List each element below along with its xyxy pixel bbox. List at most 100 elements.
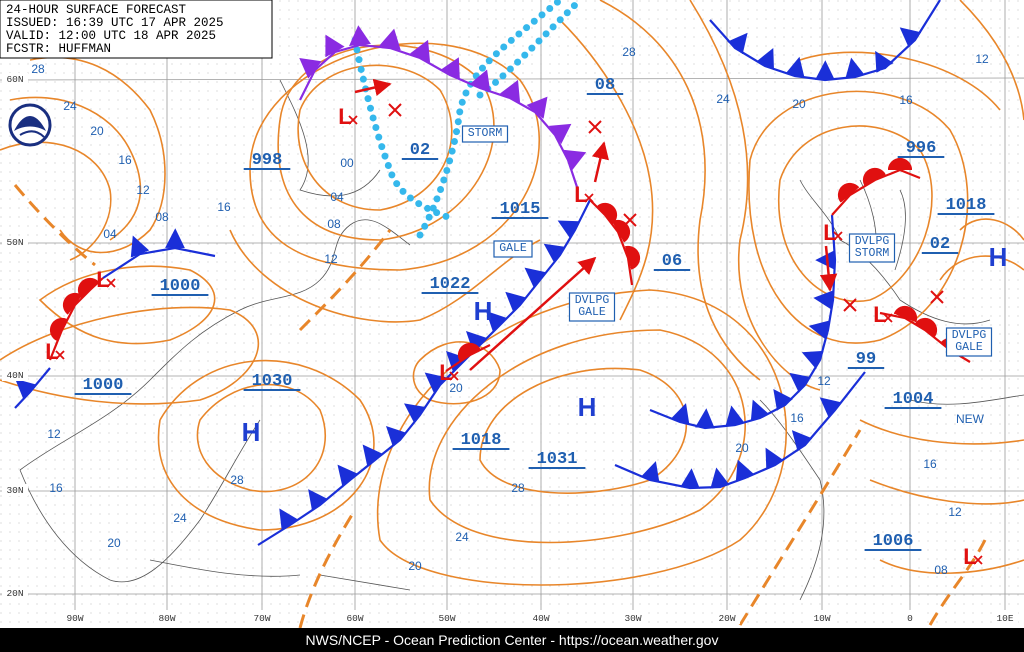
isobar-label: 20 (107, 536, 121, 550)
longitude-label: 10E (996, 613, 1013, 624)
warning-box (493, 240, 533, 258)
noaa-logo (8, 103, 52, 147)
isobar-label: 12 (948, 505, 962, 519)
lon-label-bg (434, 612, 460, 624)
low-x (55, 350, 65, 360)
longitude-label: 30W (624, 613, 641, 624)
footer-credit: NWS/NCEP - Ocean Prediction Center - htt… (306, 632, 719, 648)
pressure-label: 1022 (430, 275, 471, 294)
fronts (14, 0, 971, 546)
pressure-label: 1000 (83, 376, 124, 395)
lon-label-bg (809, 612, 835, 624)
isobar-label: 28 (230, 473, 244, 487)
latitude-label: 50N (6, 237, 23, 248)
longitude-label: 70W (253, 613, 270, 624)
longitude-label: 50W (438, 613, 455, 624)
low-center: L (574, 182, 587, 207)
low-x (883, 313, 893, 323)
warning-label: STORM (855, 247, 890, 260)
pressure-label: 1015 (500, 200, 541, 219)
header-line: FCSTR: HUFFMAN (6, 42, 111, 56)
new-note: NEW (956, 412, 985, 426)
longitude-label: 80W (158, 613, 175, 624)
isobar-label: 08 (934, 563, 948, 577)
isobar-label: 16 (899, 93, 913, 107)
low-x (348, 115, 358, 125)
low-center: L (338, 104, 351, 129)
pressure-label: 1006 (873, 532, 914, 551)
low-center: L (963, 544, 976, 569)
longitude-label: 90W (66, 613, 83, 624)
footer-bar (0, 628, 1024, 652)
motion-arrows (354, 78, 838, 371)
isobar-label: 04 (330, 190, 344, 204)
lon-label-bg (342, 612, 368, 624)
pressure-label: 99 (856, 350, 876, 369)
isobar-label: 20 (449, 381, 463, 395)
pressure-label: 1031 (537, 450, 578, 469)
latitude-label: 30N (6, 485, 23, 496)
longitude-label: 60W (346, 613, 363, 624)
pressure-label: 1030 (252, 372, 293, 391)
high-center: H (474, 296, 493, 326)
isobar-label: 12 (136, 183, 150, 197)
isobar-label: 16 (217, 200, 231, 214)
forecast-positions (388, 103, 944, 312)
lon-label-bg (249, 612, 275, 624)
warning-label: DVLPG (952, 329, 987, 342)
low-x (584, 193, 594, 203)
isobar-label: 20 (792, 97, 806, 111)
isobar-label: 16 (118, 153, 132, 167)
warning-label: GALE (578, 306, 606, 319)
lon-label-bg (897, 612, 923, 624)
low-center: L (45, 339, 58, 364)
pressure-label: 1018 (461, 431, 502, 450)
warning-box (848, 233, 896, 263)
pressure-label: 1018 (946, 196, 987, 215)
lon-label-bg (714, 612, 740, 624)
low-x (973, 555, 983, 565)
lat-label-bg (2, 484, 28, 496)
isobar-label: 24 (716, 92, 730, 106)
pressure-label: 06 (662, 252, 682, 271)
lat-label-bg (2, 369, 28, 381)
pressure-label: 1000 (160, 277, 201, 296)
header-box (0, 0, 273, 59)
isobar-label: 28 (31, 62, 45, 76)
isobar-label: 20 (735, 441, 749, 455)
low-center: L (439, 360, 452, 385)
lon-label-bg (154, 612, 180, 624)
isobar-label: 12 (975, 52, 989, 66)
pressure-label: 996 (906, 139, 937, 158)
low-center: L (823, 220, 836, 245)
longitude-label: 20W (718, 613, 735, 624)
low-x (106, 278, 116, 288)
isobar-label: 12 (324, 252, 338, 266)
isobar-label: 24 (63, 99, 77, 113)
longitude-label: 40W (532, 613, 549, 624)
isobar-label: 28 (622, 45, 636, 59)
lat-label-bg (2, 587, 28, 599)
pressure-label: 08 (595, 76, 615, 95)
isobar-label: 16 (790, 411, 804, 425)
isobar-label: 24 (173, 511, 187, 525)
lon-label-bg (992, 612, 1018, 624)
warning-label: GALE (499, 242, 527, 255)
isobar-label: 20 (408, 559, 422, 573)
low-x (449, 371, 459, 381)
low-center: L (873, 302, 886, 327)
latitude-label: 40N (6, 370, 23, 381)
header-line: 24-HOUR SURFACE FORECAST (6, 3, 187, 17)
latitude-label: 20N (6, 588, 23, 599)
high-center: H (242, 417, 261, 447)
latitude-label: 60N (6, 74, 23, 85)
isobar-label: 12 (817, 374, 831, 388)
warning-box (461, 125, 509, 143)
header-line: VALID: 12:00 UTC 18 APR 2025 (6, 29, 216, 43)
pressure-label: 02 (930, 235, 950, 254)
warning-label: GALE (955, 341, 983, 354)
pressure-label: 02 (410, 141, 430, 160)
lon-label-bg (528, 612, 554, 624)
isobar-label: 04 (103, 227, 117, 241)
lon-label-bg (620, 612, 646, 624)
